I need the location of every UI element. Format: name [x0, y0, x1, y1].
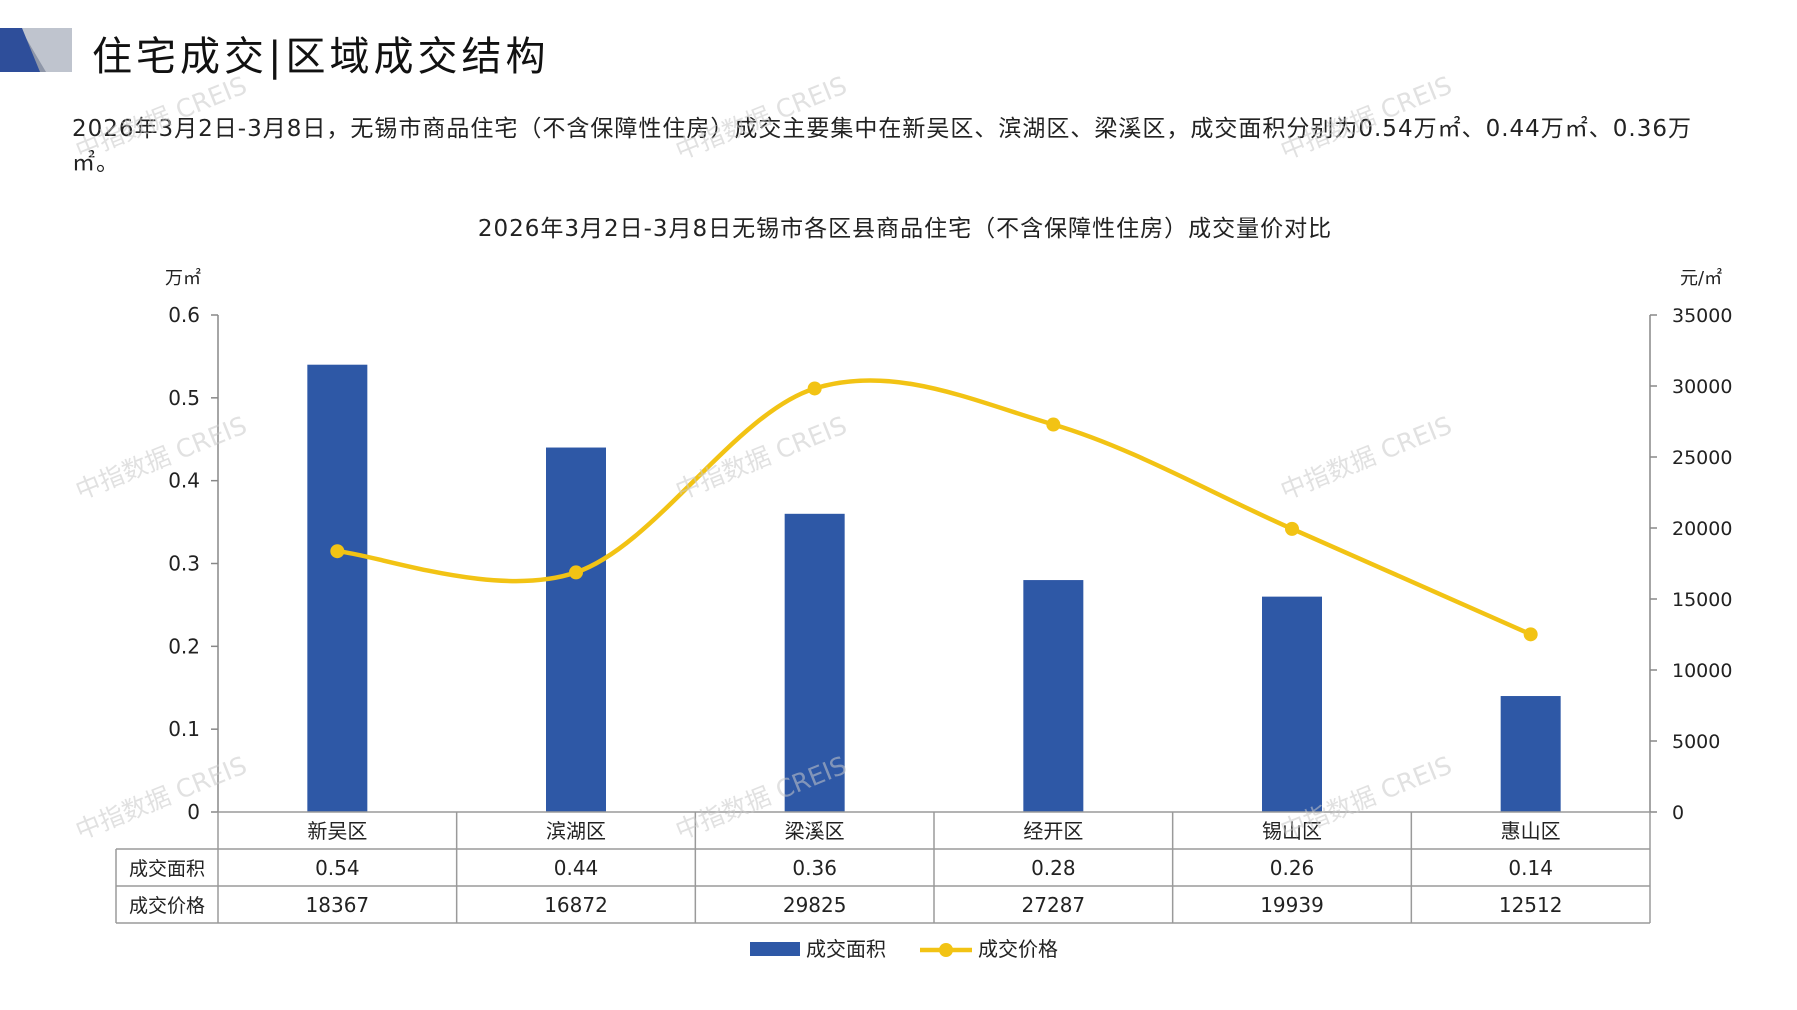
price-value-label: 19939	[1260, 893, 1324, 917]
price-value-label: 12512	[1499, 893, 1563, 917]
area-value-label: 0.26	[1270, 856, 1315, 880]
bar-经开区	[1023, 580, 1084, 812]
legend-area-label: 成交面积	[806, 937, 886, 961]
left-axis-tick-label: 0.3	[168, 552, 200, 576]
price-point-经开区	[1046, 417, 1061, 432]
price-point-梁溪区	[807, 381, 822, 396]
bar-梁溪区	[784, 513, 845, 812]
price-point-新吴区	[330, 544, 345, 559]
page-description: 2026年3月2日-3月8日，无锡市商品住宅（不含保障性住房）成交主要集中在新吴…	[72, 116, 1692, 176]
right-axis-tick-label: 35000	[1672, 305, 1732, 327]
right-axis-tick-label: 10000	[1672, 660, 1732, 682]
watermark-text: 中指数据 CREIS	[671, 411, 850, 506]
page-title: 住宅成交|区域成交结构	[92, 34, 550, 80]
bar-新吴区	[307, 364, 368, 812]
price-value-label: 27287	[1022, 893, 1086, 917]
left-axis-tick-label: 0.5	[168, 386, 200, 410]
category-label: 惠山区	[1501, 819, 1561, 843]
right-axis-tick-label: 5000	[1672, 731, 1720, 753]
legend-price-marker	[939, 943, 953, 957]
category-label: 滨湖区	[546, 819, 606, 843]
right-axis-tick-label: 30000	[1672, 376, 1732, 398]
watermark-text: 中指数据 CREIS	[1276, 411, 1455, 506]
category-label: 经开区	[1023, 819, 1083, 843]
watermark-text: 中指数据 CREIS	[671, 71, 850, 166]
price-point-惠山区	[1523, 627, 1538, 642]
left-axis-tick-label: 0.2	[168, 634, 200, 658]
right-axis-tick-label: 15000	[1672, 589, 1732, 611]
price-value-label: 18367	[306, 893, 370, 917]
category-label: 锡山区	[1262, 819, 1322, 843]
left-axis-tick-label: 0.1	[168, 717, 200, 741]
price-value-label: 29825	[783, 893, 847, 917]
area-value-label: 0.54	[315, 856, 360, 880]
left-axis-tick-label: 0	[187, 800, 200, 824]
category-label: 新吴区	[307, 819, 367, 843]
table-row-label-area: 成交面积	[129, 858, 205, 880]
price-value-label: 16872	[544, 893, 608, 917]
left-axis-unit: 万㎡	[165, 267, 201, 289]
left-axis-tick-label: 0.4	[168, 469, 200, 493]
area-value-label: 0.36	[792, 856, 837, 880]
bar-滨湖区	[546, 447, 606, 812]
category-label: 梁溪区	[785, 819, 845, 843]
price-line	[337, 378, 1532, 637]
right-axis-tick-label: 20000	[1672, 518, 1732, 540]
area-value-label: 0.14	[1508, 856, 1553, 880]
chart-title: 2026年3月2日-3月8日无锡市各区县商品住宅（不含保障性住房）成交量价对比	[478, 216, 1332, 242]
right-axis-unit: 元/㎡	[1680, 267, 1722, 289]
logo-light-shape	[20, 28, 72, 72]
right-axis-tick-label: 25000	[1672, 447, 1732, 469]
header-logo	[0, 28, 72, 72]
area-value-label: 0.44	[554, 856, 599, 880]
watermark-text: 中指数据 CREIS	[71, 751, 250, 846]
legend-price-label: 成交价格	[978, 937, 1058, 961]
right-axis-tick-label: 0	[1672, 802, 1684, 824]
watermark-text: 中指数据 CREIS	[71, 411, 250, 506]
left-axis-tick-label: 0.6	[168, 303, 200, 327]
watermark-text: 中指数据 CREIS	[71, 71, 250, 166]
legend-area-swatch	[750, 942, 800, 956]
area-value-label: 0.28	[1031, 856, 1076, 880]
bar-锡山区	[1262, 596, 1322, 812]
price-point-锡山区	[1285, 521, 1299, 536]
table-row-label-price: 成交价格	[129, 895, 205, 917]
price-point-滨湖区	[569, 565, 583, 580]
logo-dark-shape	[0, 28, 40, 72]
bar-惠山区	[1500, 696, 1561, 812]
watermark-text: 中指数据 CREIS	[1276, 71, 1455, 166]
